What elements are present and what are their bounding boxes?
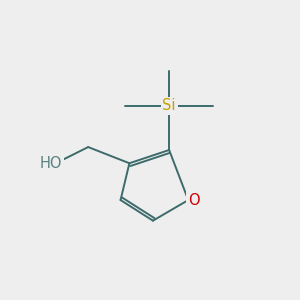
- Text: O: O: [188, 193, 200, 208]
- Text: Si: Si: [162, 98, 176, 113]
- Text: HO: HO: [40, 156, 63, 171]
